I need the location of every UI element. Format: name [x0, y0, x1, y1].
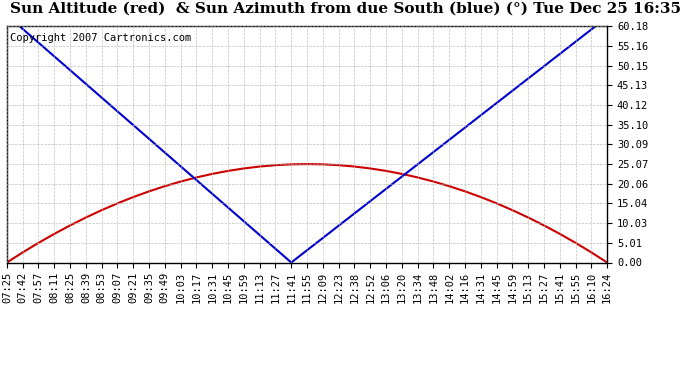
Text: Copyright 2007 Cartronics.com: Copyright 2007 Cartronics.com — [10, 33, 191, 44]
Text: Sun Altitude (red)  & Sun Azimuth from due South (blue) (°) Tue Dec 25 16:35: Sun Altitude (red) & Sun Azimuth from du… — [10, 2, 680, 16]
